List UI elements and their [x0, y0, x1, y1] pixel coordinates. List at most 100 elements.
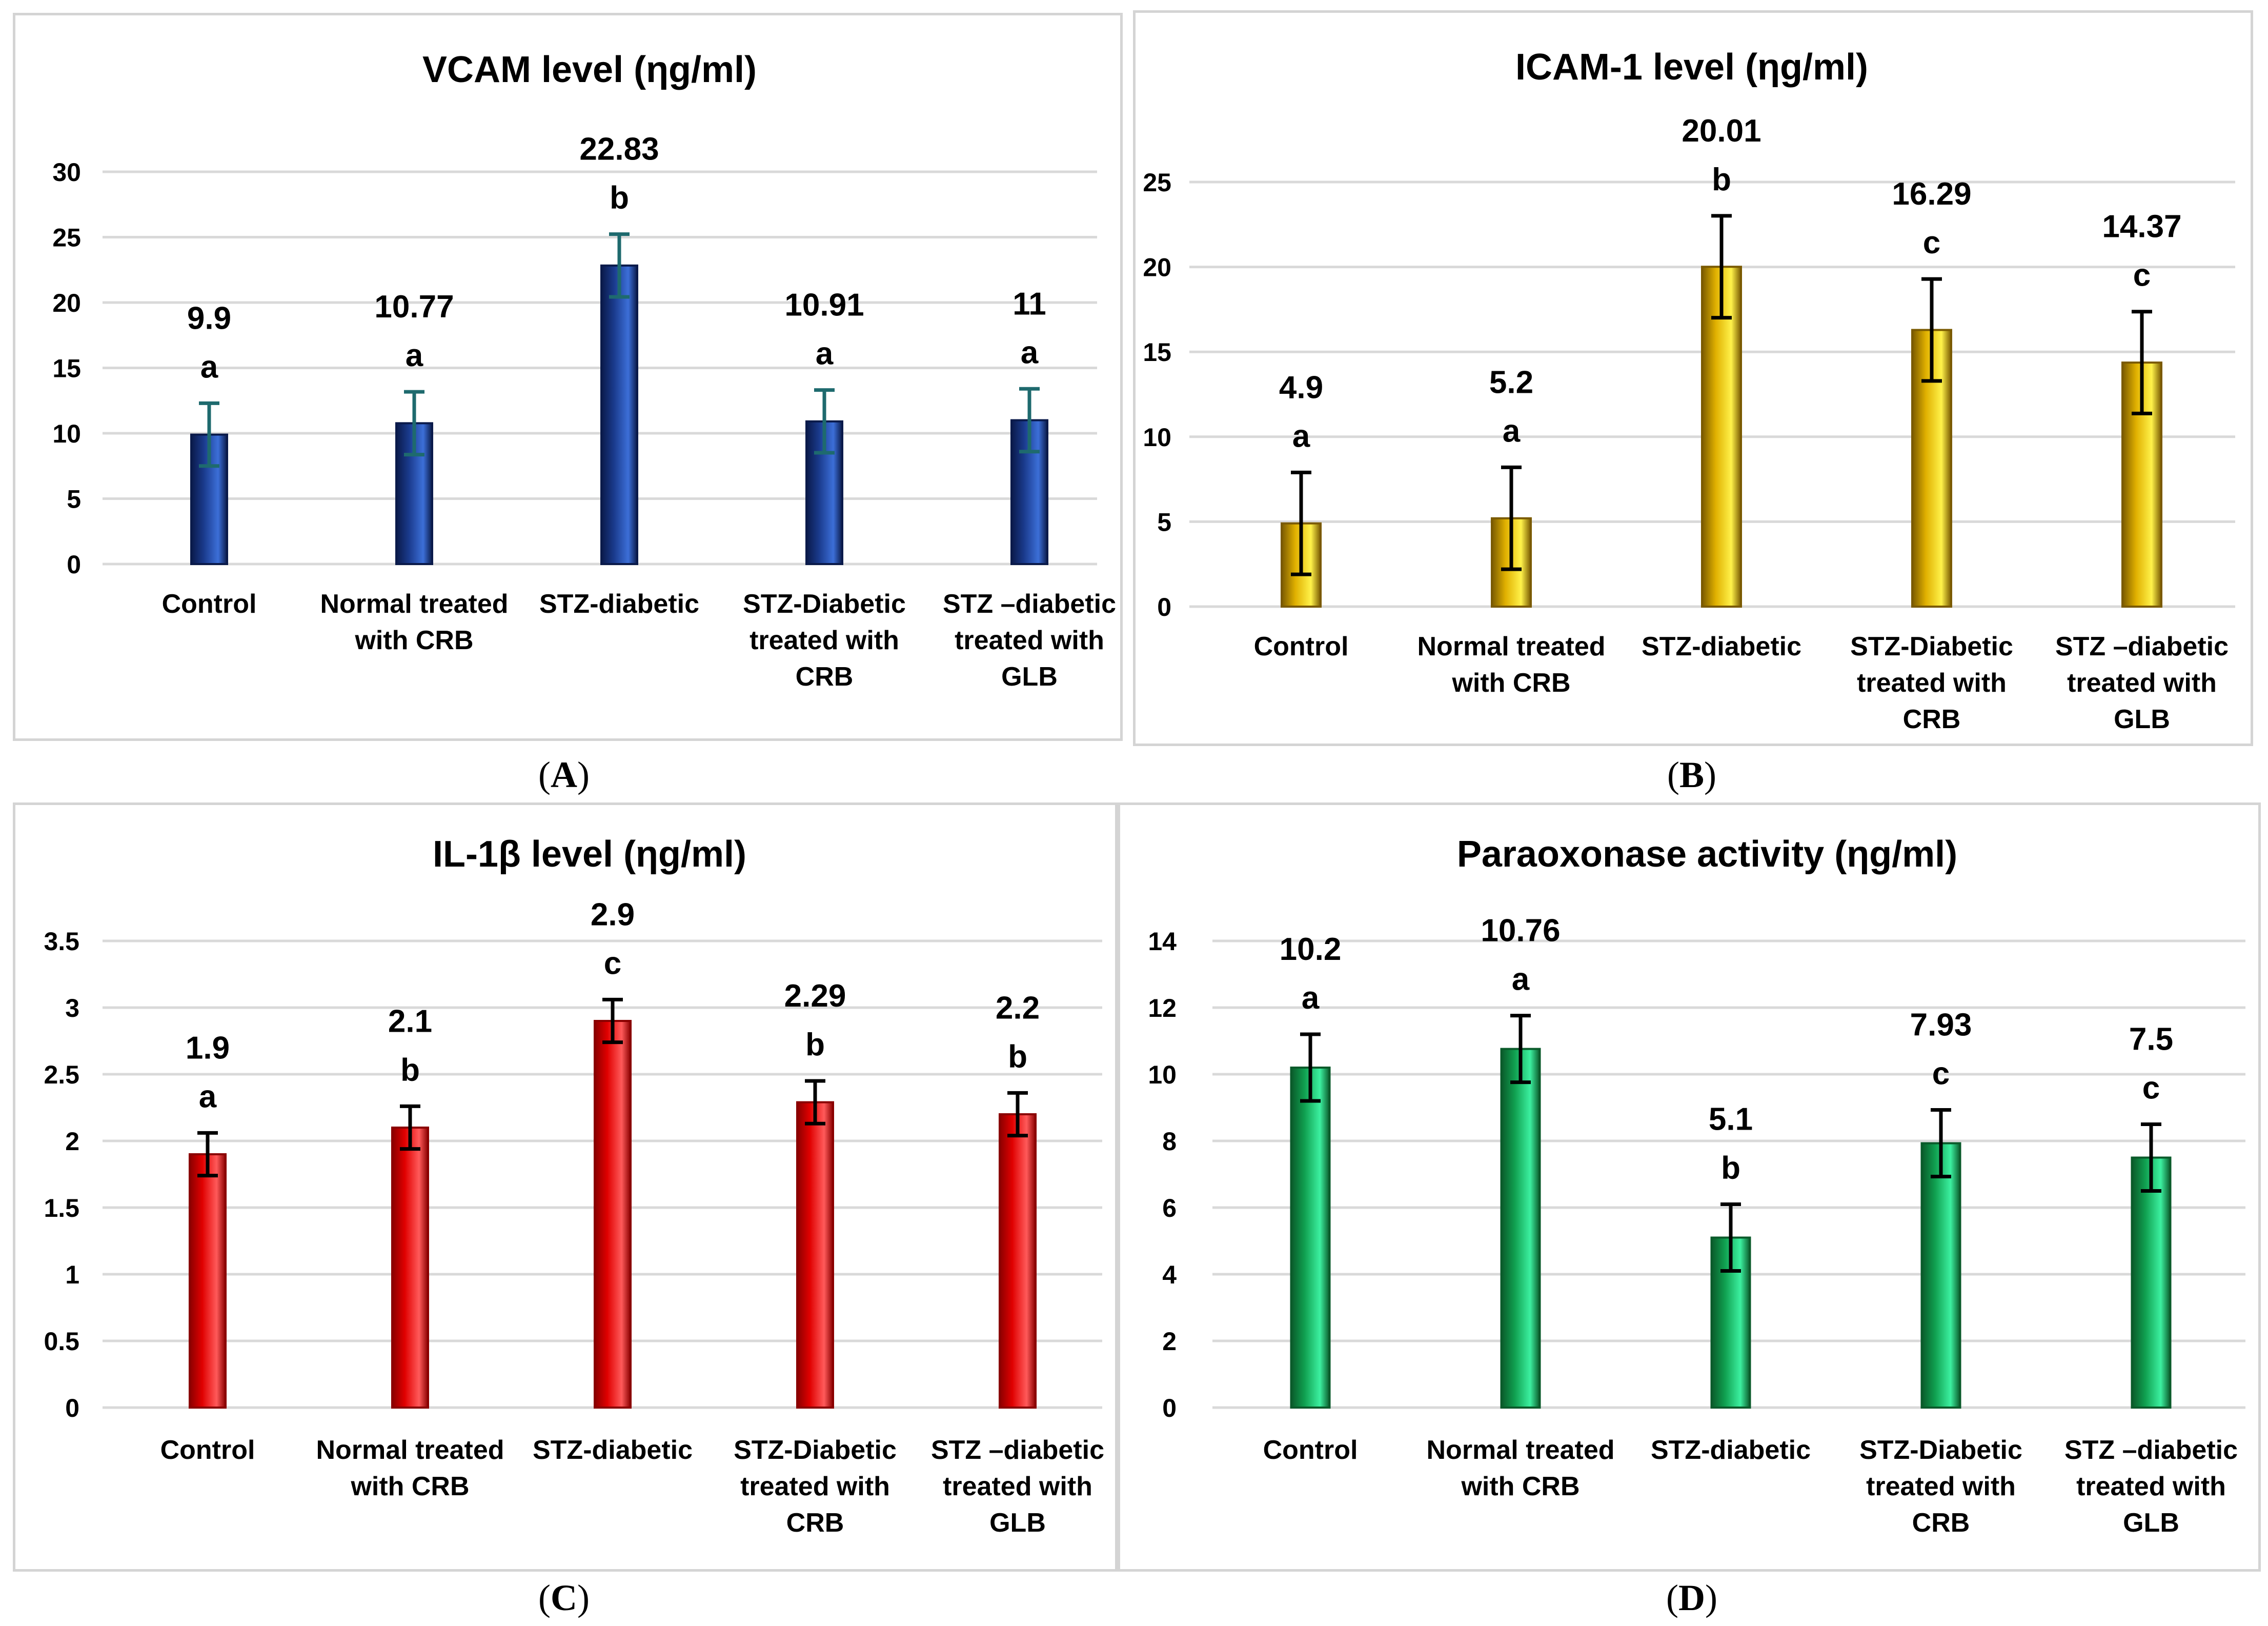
x-tick-label: Control — [1254, 632, 1349, 661]
data-label: 7.5 — [2129, 1022, 2173, 1057]
x-tick-label: STZ-Diabetic treated with CRB — [1859, 1435, 2022, 1538]
x-tick-label: STZ –diabetic treated with GLB — [943, 589, 1116, 692]
bar — [391, 1127, 429, 1409]
data-label: 9.9 — [187, 300, 231, 336]
x-tick-label: Control — [162, 589, 257, 619]
chart-frame-a — [13, 13, 1123, 741]
bar — [395, 422, 433, 565]
panel-b: ICAM-1 level (ηg/ml) 0 5 10 15 20 25 4.9 a Contro… — [1128, 0, 2268, 805]
data-label: 5.1 — [1709, 1102, 1753, 1137]
data-label: 10.76 — [1481, 913, 1560, 949]
x-tick-label: STZ-diabetic — [1642, 632, 1801, 661]
x-tick-label: Normal treated with CRB — [1427, 1435, 1615, 1501]
significance-letter: b — [400, 1052, 420, 1088]
y-tick-label: 0 — [1157, 593, 1171, 621]
significance-letter: a — [1021, 335, 1039, 370]
x-tick-label: Control — [160, 1435, 255, 1465]
significance-letter: a — [1292, 418, 1310, 454]
y-tick-label: 0.5 — [44, 1327, 79, 1356]
data-label: 2.29 — [784, 978, 846, 1014]
x-tick-label: STZ –diabetic treated with GLB — [931, 1435, 1104, 1538]
y-tick-label: 6 — [1162, 1194, 1177, 1222]
data-label: 20.01 — [1682, 113, 1761, 149]
y-tick-label: 10 — [1143, 423, 1171, 452]
bar — [189, 1153, 227, 1409]
chart-frame-b — [1133, 10, 2253, 746]
significance-letter: a — [200, 349, 218, 385]
significance-letter: a — [1302, 980, 1320, 1016]
x-tick-label: STZ –diabetic treated with GLB — [2055, 632, 2229, 734]
bar — [1500, 1048, 1541, 1409]
chart-title: Paraoxonase activity (ηg/ml) — [1457, 834, 1957, 875]
y-tick-label: 20 — [1143, 253, 1171, 282]
vcam-chart: VCAM level (ηg/ml) 0 5 10 15 20 25 30 9.9 a Contro… — [52, 49, 1116, 692]
significance-letter: c — [604, 946, 621, 981]
chart-title: IL-1β level (ηg/ml) — [433, 834, 746, 875]
bar — [600, 264, 638, 565]
bar — [1290, 1067, 1331, 1409]
x-tick-label: STZ-diabetic — [1651, 1435, 1811, 1465]
chart-title: ICAM-1 level (ηg/ml) — [1515, 47, 1868, 88]
significance-letter: a — [406, 338, 423, 373]
significance-letter: c — [2142, 1071, 2160, 1106]
significance-letter: c — [1923, 225, 1940, 260]
data-label: 2.2 — [996, 990, 1040, 1026]
data-label: 4.9 — [1279, 370, 1323, 405]
data-label: 10.91 — [784, 288, 864, 323]
y-tick-label: 3 — [65, 994, 79, 1022]
bar — [796, 1101, 834, 1409]
x-tick-label: STZ-diabetic — [533, 1435, 693, 1465]
x-tick-label: Control — [1263, 1435, 1358, 1465]
y-tick-label: 1.5 — [44, 1194, 79, 1222]
y-tick-label: 0 — [67, 550, 81, 579]
x-tick-label: STZ-Diabetic treated with CRB — [734, 1435, 897, 1538]
y-tick-label: 25 — [52, 224, 81, 252]
y-tick-label: 15 — [52, 354, 81, 383]
significance-letter: a — [199, 1079, 217, 1114]
y-tick-label: 0 — [1162, 1394, 1177, 1422]
data-label: 11 — [1012, 286, 1046, 322]
il1b-chart: IL-1β level (ηg/ml) 0 0.5 1 1.5 2 2.5 3 3.5 1.9 a C… — [44, 834, 1104, 1538]
x-tick-label: Normal treated with CRB — [320, 589, 509, 655]
bar — [1920, 1142, 1961, 1409]
y-tick-label: 10 — [52, 419, 81, 448]
y-tick-label: 8 — [1162, 1127, 1177, 1156]
y-tick-label: 25 — [1143, 168, 1171, 197]
y-tick-label: 1 — [65, 1260, 79, 1289]
y-tick-label: 20 — [52, 289, 81, 317]
significance-letter: b — [1712, 162, 1731, 197]
panel-label-d: (D) — [1666, 1577, 1717, 1618]
y-tick-label: 15 — [1143, 338, 1171, 367]
data-label: 7.93 — [1910, 1008, 1972, 1043]
y-tick-label: 5 — [1157, 508, 1171, 536]
x-tick-label: STZ-Diabetic treated with CRB — [1850, 632, 2013, 734]
y-tick-label: 14 — [1148, 927, 1177, 956]
y-tick-label: 10 — [1148, 1060, 1177, 1089]
significance-letter: b — [610, 180, 629, 216]
panel-label-a: (A) — [538, 754, 590, 795]
x-tick-label: STZ-Diabetic treated with CRB — [743, 589, 906, 692]
bar — [594, 1020, 632, 1409]
panel-a: VCAM level (ηg/ml) 0 5 10 15 20 25 30 9.9 a Contro… — [0, 0, 1128, 805]
y-tick-label: 2 — [65, 1127, 79, 1156]
y-tick-label: 12 — [1148, 994, 1177, 1022]
x-tick-label: STZ-diabetic — [539, 589, 699, 619]
data-label: 16.29 — [1892, 176, 1971, 212]
x-tick-label: Normal treated with CRB — [316, 1435, 504, 1501]
panel-label-c: (C) — [538, 1577, 590, 1618]
significance-letter: c — [1932, 1056, 1950, 1092]
data-label: 10.77 — [374, 289, 454, 325]
y-tick-label: 5 — [67, 485, 81, 514]
x-tick-label: STZ –diabetic treated with GLB — [2064, 1435, 2238, 1538]
y-tick-label: 30 — [52, 158, 81, 187]
data-label: 5.2 — [1489, 365, 1533, 400]
significance-letter: a — [1512, 962, 1530, 997]
y-tick-label: 3.5 — [44, 927, 79, 956]
data-label: 2.1 — [388, 1003, 432, 1039]
significance-letter: b — [805, 1027, 825, 1062]
panel-c: IL-1β level (ηg/ml) 0 0.5 1 1.5 2 2.5 3 3.5 1.9 a C… — [0, 802, 1118, 1626]
data-label: 1.9 — [186, 1030, 230, 1066]
chart-title: VCAM level (ηg/ml) — [422, 49, 757, 90]
significance-letter: b — [1008, 1039, 1027, 1074]
icam-chart: ICAM-1 level (ηg/ml) 0 5 10 15 20 25 4.9 a Contro… — [1143, 47, 2235, 734]
